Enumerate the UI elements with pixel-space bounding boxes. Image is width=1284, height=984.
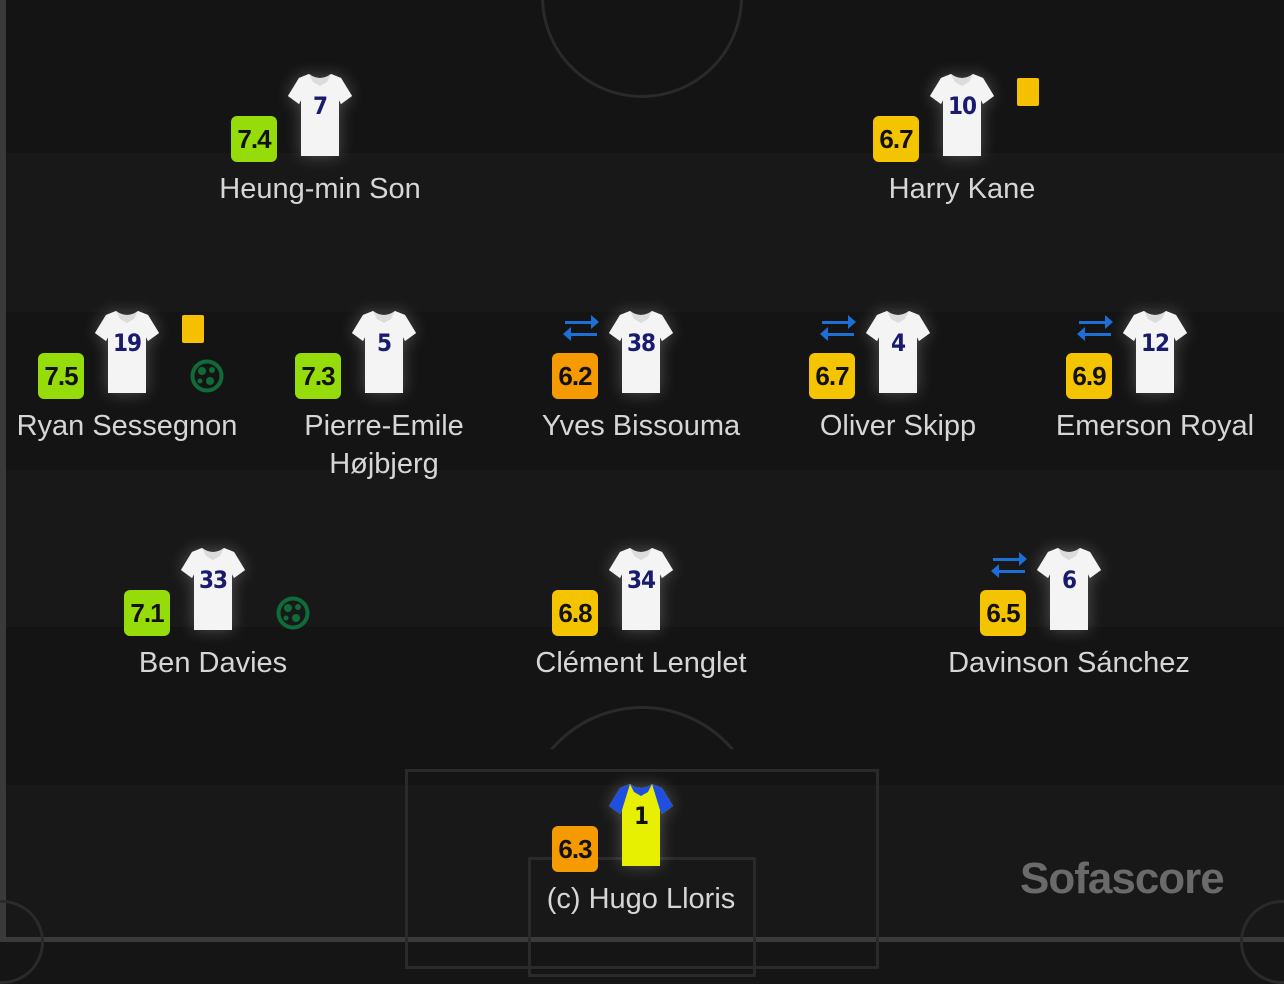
rating-badge: 6.8 [552,590,598,636]
shirt-number: 38 [626,329,656,357]
player-name: Ben Davies [138,647,288,679]
player[interactable]: 6 6.5 Davinson Sánchez [919,544,1219,744]
rating-badge: 7.4 [231,116,277,162]
rating-badge: 7.1 [124,590,170,636]
substitution-icon [563,315,599,341]
shirt-icon [866,311,930,393]
shirt-number: 10 [947,92,977,120]
substitution-icon [991,552,1027,578]
player-name: Davinson Sánchez [948,647,1190,679]
player[interactable]: 10 6.7 Harry Kane [812,70,1112,270]
player[interactable]: 19 7.5 Ryan Sessegnon [0,307,277,507]
player[interactable]: 34 6.8 Clément Lenglet [491,544,791,744]
rating-badge: 6.5 [980,590,1026,636]
player-name: Clément Lenglet [535,647,747,679]
yellow-card-icon [182,315,204,343]
left-touchline [0,0,6,942]
shirt-number: 33 [198,566,228,594]
rating-badge: 6.9 [1066,353,1112,399]
shirt-number: 7 [312,92,328,120]
rating-badge: 6.2 [552,353,598,399]
shirt-number: 4 [890,329,906,357]
rating-badge: 6.3 [552,826,598,872]
goal-ball-icon [276,596,310,630]
rating-badge: 6.7 [873,116,919,162]
goal-ball-icon [190,359,224,393]
shirt-icon [95,311,159,393]
player-name: (c) Hugo Lloris [546,883,736,915]
rating-badge: 7.3 [295,353,341,399]
pitch-stripe [0,153,1284,312]
shirt-number: 5 [376,329,392,357]
player[interactable]: 7 7.4 Heung-min Son [170,70,470,270]
sofascore-logo: Sofascore [1020,854,1225,903]
player-name: Ryan Sessegnon [16,410,238,442]
player[interactable]: 38 6.2 Yves Bissouma [491,307,791,507]
rating-badge: 6.7 [809,353,855,399]
player[interactable]: 1 6.3 (c) Hugo Lloris [491,780,791,980]
player-name: Oliver Skipp [819,410,977,442]
shirt-icon [181,548,245,630]
shirt-icon [1037,548,1101,630]
rating-badge: 7.5 [38,353,84,399]
player[interactable]: 4 6.7 Oliver Skipp [748,307,1048,507]
shirt-number: 6 [1061,566,1077,594]
shirt-icon [288,74,352,156]
player-name: Emerson Royal [1055,410,1255,442]
shirt-number: 12 [1140,329,1170,357]
goal-line [0,937,1284,942]
goalkeeper-shirt-icon [609,784,673,866]
shirt-icon [609,548,673,630]
shirt-icon [609,311,673,393]
shirt-icon [352,311,416,393]
shirt-number: 34 [626,566,656,594]
shirt-icon [930,74,994,156]
player[interactable]: 12 6.9 Emerson Royal [1005,307,1284,507]
player-name: Pierre-Emile Højbjerg [304,410,464,480]
player-name: Harry Kane [888,173,1036,205]
shirt-icon [1123,311,1187,393]
substitution-icon [1077,315,1113,341]
player-name: Heung-min Son [219,173,421,205]
substitution-icon [820,315,856,341]
shirt-number: 19 [112,329,142,357]
yellow-card-icon [1017,78,1039,106]
shirt-number: 1 [633,802,649,830]
player[interactable]: 33 7.1 Ben Davies [63,544,363,744]
player-name: Yves Bissouma [541,410,741,442]
player[interactable]: 5 7.3 Pierre-Emile Højbjerg [234,307,534,507]
